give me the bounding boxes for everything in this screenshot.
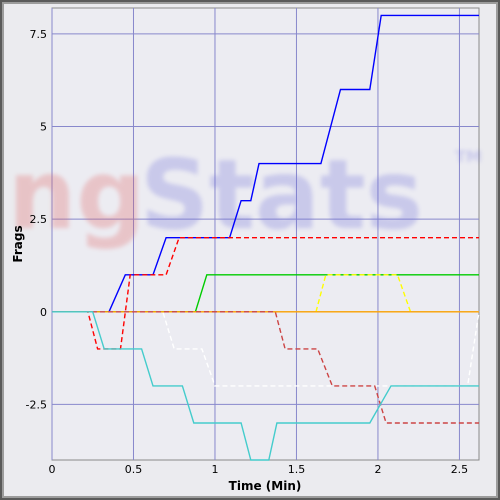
x-axis-title: Time (Min): [229, 479, 302, 493]
watermark: ng Stats TM: [8, 139, 482, 251]
x-tick-label: 2.5: [451, 463, 469, 476]
y-tick-label: 2.5: [30, 213, 48, 226]
x-tick-label: 0: [49, 463, 56, 476]
series-line-7: [52, 311, 479, 461]
plot-area: [51, 7, 480, 461]
series-line-1: [52, 236, 479, 350]
x-tick-label: 0.5: [125, 463, 143, 476]
y-tick-label: 5: [40, 121, 47, 134]
series-line-5: [52, 311, 480, 387]
y-tick-label: -2.5: [26, 398, 47, 411]
watermark-prefix: ng: [8, 139, 145, 251]
series-line-6: [52, 311, 479, 424]
y-tick-label: 0: [40, 306, 47, 319]
watermark-tm: TM: [455, 147, 482, 166]
series-line-3: [315, 274, 412, 313]
x-tick-label: 1: [211, 463, 218, 476]
y-axis-title: Frags: [11, 225, 25, 262]
x-tick-label: 2: [374, 463, 381, 476]
x-tick-label: 1.5: [288, 463, 306, 476]
grid-lines: [51, 8, 479, 460]
y-tick-label: 7.5: [30, 28, 48, 41]
x-tick-labels: 0 0.5 1 1.5 2 2.5: [49, 463, 469, 476]
series-group: [52, 14, 480, 461]
watermark-text: Stats: [140, 139, 423, 251]
y-tick-labels: -2.5 0 2.5 5 7.5: [26, 28, 47, 411]
